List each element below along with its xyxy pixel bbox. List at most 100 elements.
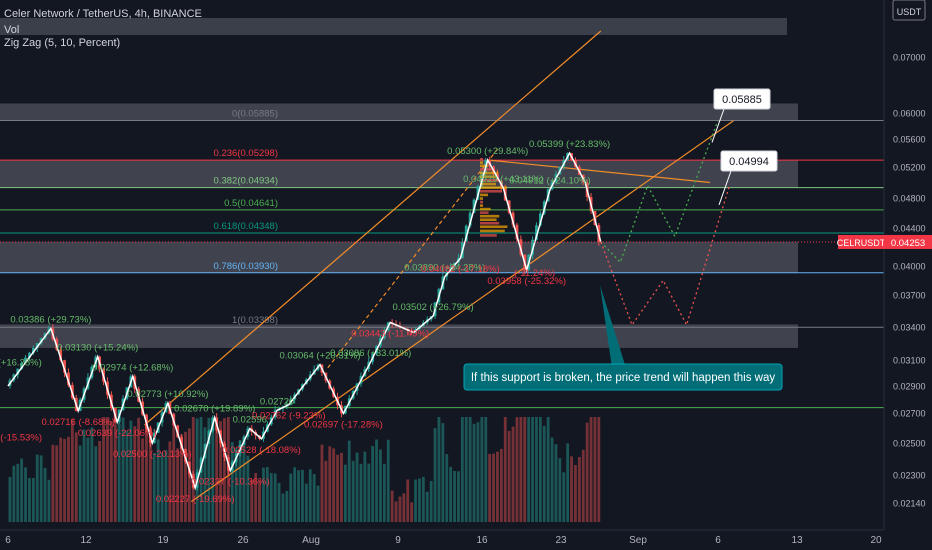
channel-upper-line[interactable]: [144, 30, 602, 426]
volume-bar-129: [511, 426, 515, 522]
zigzag-label-6: 0.02596: [233, 415, 267, 426]
zigzag-label-22: 0.02528 (-18.08%): [222, 445, 301, 456]
volume-bar-84: [336, 454, 339, 522]
zigzag-line[interactable]: [7, 151, 602, 491]
volume-bar-50: [203, 427, 207, 522]
price-tag[interactable]: [884, 234, 932, 249]
candle-body-14[interactable]: [63, 360, 66, 373]
symbol-title[interactable]: Celer Network / TetherUS, 4h, BINANCE: [4, 8, 202, 20]
volume-bar-125: [496, 451, 499, 522]
volume-bar-132: [523, 417, 527, 522]
volume-bar-34: [141, 438, 144, 522]
zigzag-label-10: 0.03502 (+26.79%): [393, 302, 474, 313]
candle-body-4[interactable]: [24, 357, 27, 364]
candle-body-136[interactable]: [538, 213, 542, 226]
zigzag-label-2: (+16.28%): [0, 358, 42, 369]
volume-profile-bar-14: [480, 182, 496, 186]
resistance-trendline[interactable]: [487, 159, 711, 184]
price-callout-box-1[interactable]: [720, 150, 778, 172]
zigzag-label-7: 0.02720: [260, 396, 294, 407]
price-zone-2: [0, 241, 798, 273]
volume-bar-90: [359, 463, 363, 522]
volume-profile-bar-20: [480, 161, 483, 164]
volume-bar-92: [367, 463, 371, 522]
candle-body-129[interactable]: [511, 212, 515, 225]
volume-bar-117: [464, 417, 468, 522]
candle-body-7[interactable]: [35, 343, 39, 348]
candle-body-135[interactable]: [535, 225, 538, 240]
y-tick-label-10: 0.03100: [893, 356, 926, 366]
price-callout-box-0[interactable]: [713, 88, 771, 110]
fib-level-label-0: 0(0.05885): [232, 108, 278, 119]
channel-inner-dashed-line[interactable]: [327, 146, 500, 369]
volume-bar-60: [242, 437, 246, 522]
volume-bar-58: [234, 447, 238, 522]
volume-indicator-label[interactable]: Vol: [4, 24, 20, 36]
volume-bar-39: [160, 452, 164, 522]
currency-badge[interactable]: [892, 0, 926, 21]
volume-profile-bar-21: [480, 158, 483, 161]
volume-bar-47: [191, 417, 195, 522]
candle-body-119[interactable]: [472, 199, 476, 213]
volume-bar-141: [558, 458, 562, 522]
volume-bar-147: [581, 449, 585, 522]
candle-body-15[interactable]: [67, 372, 70, 386]
volume-bar-75: [301, 469, 304, 522]
candle-body-117[interactable]: [464, 225, 468, 242]
zigzag-label-14: 0.04912 (+24.10%): [510, 175, 591, 186]
volume-profile-bar-11: [480, 193, 489, 197]
volume-bar-45: [184, 431, 187, 522]
volume-bar-43: [176, 448, 180, 522]
volume-bar-70: [281, 493, 285, 522]
price-axis-background: [884, 0, 932, 550]
zigzag-label-8: 0.03086 (+33.01%): [330, 348, 411, 359]
volume-bar-63: [254, 472, 258, 522]
zigzag-label-26: 0.04082 (-17.18%): [421, 264, 500, 275]
volume-bar-107: [425, 491, 429, 522]
x-tick-label-2: 19: [157, 535, 169, 546]
volume-bar-62: [250, 479, 254, 522]
volume-bar-72: [289, 473, 293, 522]
volume-bar-9: [43, 468, 47, 522]
volume-bar-57: [230, 442, 234, 522]
x-tick-label-5: 9: [395, 535, 401, 546]
zigzag-label-18: 610 (-15.53%): [0, 433, 42, 444]
x-tick-label-11: 20: [870, 535, 882, 546]
x-tick-label-0: 6: [5, 535, 11, 546]
symbol-tag[interactable]: [838, 234, 884, 249]
candle-body-3[interactable]: [20, 363, 24, 369]
volume-bar-22: [94, 446, 98, 522]
volume-bar-109: [433, 428, 437, 522]
volume-bar-52: [211, 422, 215, 522]
volume-bar-91: [363, 451, 367, 522]
fib-level-label-1: 0.236(0.05298): [214, 148, 278, 159]
channel-lower-line[interactable]: [190, 120, 734, 503]
zigzag-indicator-label[interactable]: Zig Zag (5, 10, Percent): [4, 37, 121, 49]
volume-profile-bar-10: [480, 197, 483, 200]
volume-bar-116: [460, 417, 464, 522]
volume-profile-bar-18: [480, 168, 496, 171]
currency-label: USDT: [897, 7, 922, 17]
fib-level-label-2: 0.382(0.04934): [214, 176, 278, 187]
candle-body-118[interactable]: [468, 212, 472, 226]
zigzag-label-5: 0.02670 (+19.89%): [174, 404, 255, 415]
annotation-box[interactable]: [463, 363, 783, 391]
volume-bar-28: [117, 423, 121, 522]
zigzag-label-11: 0.03890 (+34.28%): [404, 263, 485, 274]
volume-bar-104: [414, 479, 417, 522]
zigzag-label-27: 0.03958 (-25.32%): [487, 276, 566, 287]
candle-body-2[interactable]: [16, 368, 20, 375]
volume-bar-21: [90, 427, 94, 522]
price-tag-value: 0.04253: [891, 238, 925, 249]
volume-profile-bar-19: [480, 164, 489, 168]
candle-body-130[interactable]: [515, 224, 519, 240]
volume-bar-36: [148, 426, 152, 522]
candle-body-5[interactable]: [28, 352, 31, 358]
bearish-projection-path[interactable]: [600, 185, 731, 327]
candle-body-6[interactable]: [31, 347, 35, 353]
candle-body-13[interactable]: [59, 349, 63, 361]
volume-bar-74: [297, 470, 300, 522]
volume-bar-131: [519, 417, 523, 522]
